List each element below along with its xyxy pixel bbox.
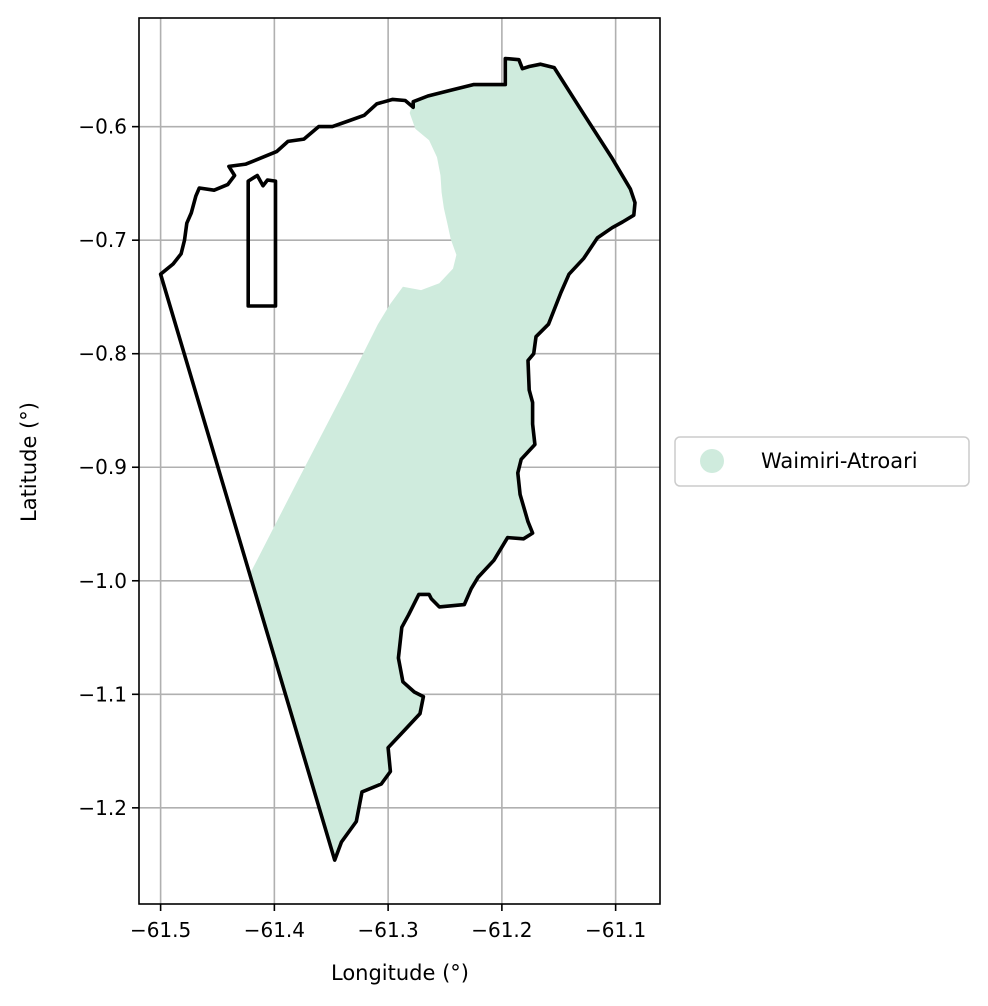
y-axis-label: Latitude (°) (17, 402, 41, 522)
x-tick-label: −61.2 (471, 918, 532, 942)
legend-label: Waimiri-Atroari (761, 449, 918, 473)
x-tick-label: −61.4 (244, 918, 305, 942)
y-tick-label: −1.2 (78, 796, 127, 820)
legend-box (674, 436, 970, 487)
y-tick-label: −0.7 (78, 228, 127, 252)
y-tick-label: −1.0 (78, 569, 127, 593)
legend: Waimiri-Atroari (674, 436, 970, 487)
y-tick-label: −1.1 (78, 682, 127, 706)
y-tick-label: −0.6 (78, 115, 127, 139)
x-axis-label: Longitude (°) (331, 961, 469, 985)
axes-frame (138, 17, 661, 905)
x-tick-label: −61.5 (130, 918, 191, 942)
y-tick-label: −0.8 (78, 342, 127, 366)
territory-fill (249, 58, 636, 861)
territory-boundary (158, 56, 637, 862)
x-axis-ticks: −61.5 −61.4 −61.3 −61.2 −61.1 (130, 904, 646, 942)
y-tick-label: −0.9 (78, 455, 127, 479)
legend-swatch-marker (700, 449, 724, 473)
x-tick-label: −61.3 (357, 918, 418, 942)
territory-fill-layer (249, 58, 636, 861)
territory-outline-layer (158, 56, 637, 862)
enclave-boundary (246, 173, 278, 308)
y-axis-ticks: −0.6 −0.7 −0.8 −0.9 −1.0 −1.1 −1.2 (78, 115, 139, 820)
x-tick-label: −61.1 (585, 918, 646, 942)
